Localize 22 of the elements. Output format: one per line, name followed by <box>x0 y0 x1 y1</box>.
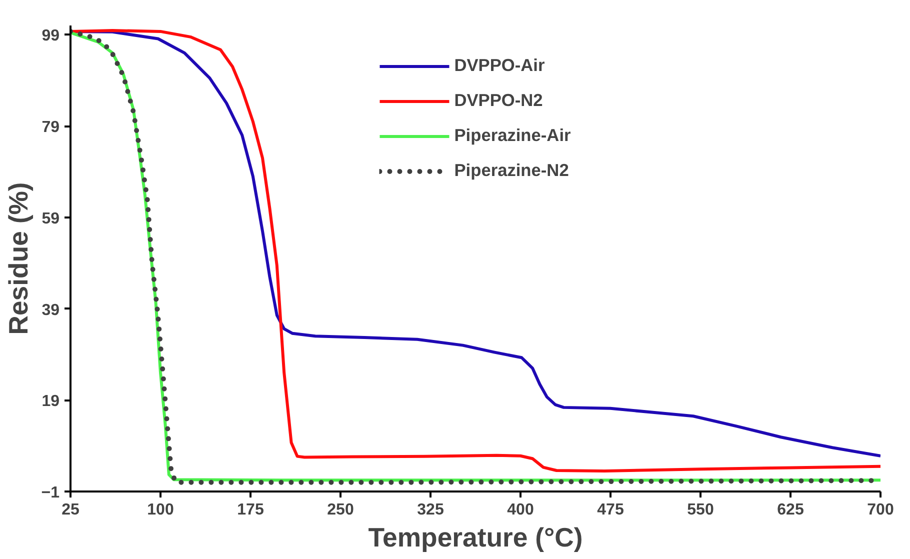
x-tick-label: 700 <box>867 502 894 518</box>
y-axis-title: Residue (%) <box>3 182 34 335</box>
y-tick-label: 59 <box>42 210 60 228</box>
legend-label: DVPPO-N2 <box>454 90 543 111</box>
x-tick-label: 475 <box>597 502 624 518</box>
x-tick-label: 250 <box>327 502 354 518</box>
x-tick-label: 100 <box>147 502 174 518</box>
x-axis-title: Temperature (°C) <box>368 522 583 552</box>
x-tick-label: 325 <box>417 502 444 518</box>
x-tick-label: 625 <box>777 502 804 518</box>
legend-label: Piperazine-N2 <box>454 160 569 181</box>
y-tick-label: 79 <box>42 119 60 136</box>
legend-label: Piperazine-Air <box>454 125 571 146</box>
y-tick-label: 19 <box>42 393 60 410</box>
x-tick-label: 400 <box>507 502 534 518</box>
y-tick-label: 99 <box>42 28 60 45</box>
y-tick-label: −1 <box>41 484 60 502</box>
x-tick-label: 175 <box>237 502 264 518</box>
x-tick-label: 25 <box>62 502 80 518</box>
x-tick-label: 550 <box>687 502 714 518</box>
legend-label: DVPPO-Air <box>454 55 545 76</box>
y-tick-label: 39 <box>42 302 60 319</box>
